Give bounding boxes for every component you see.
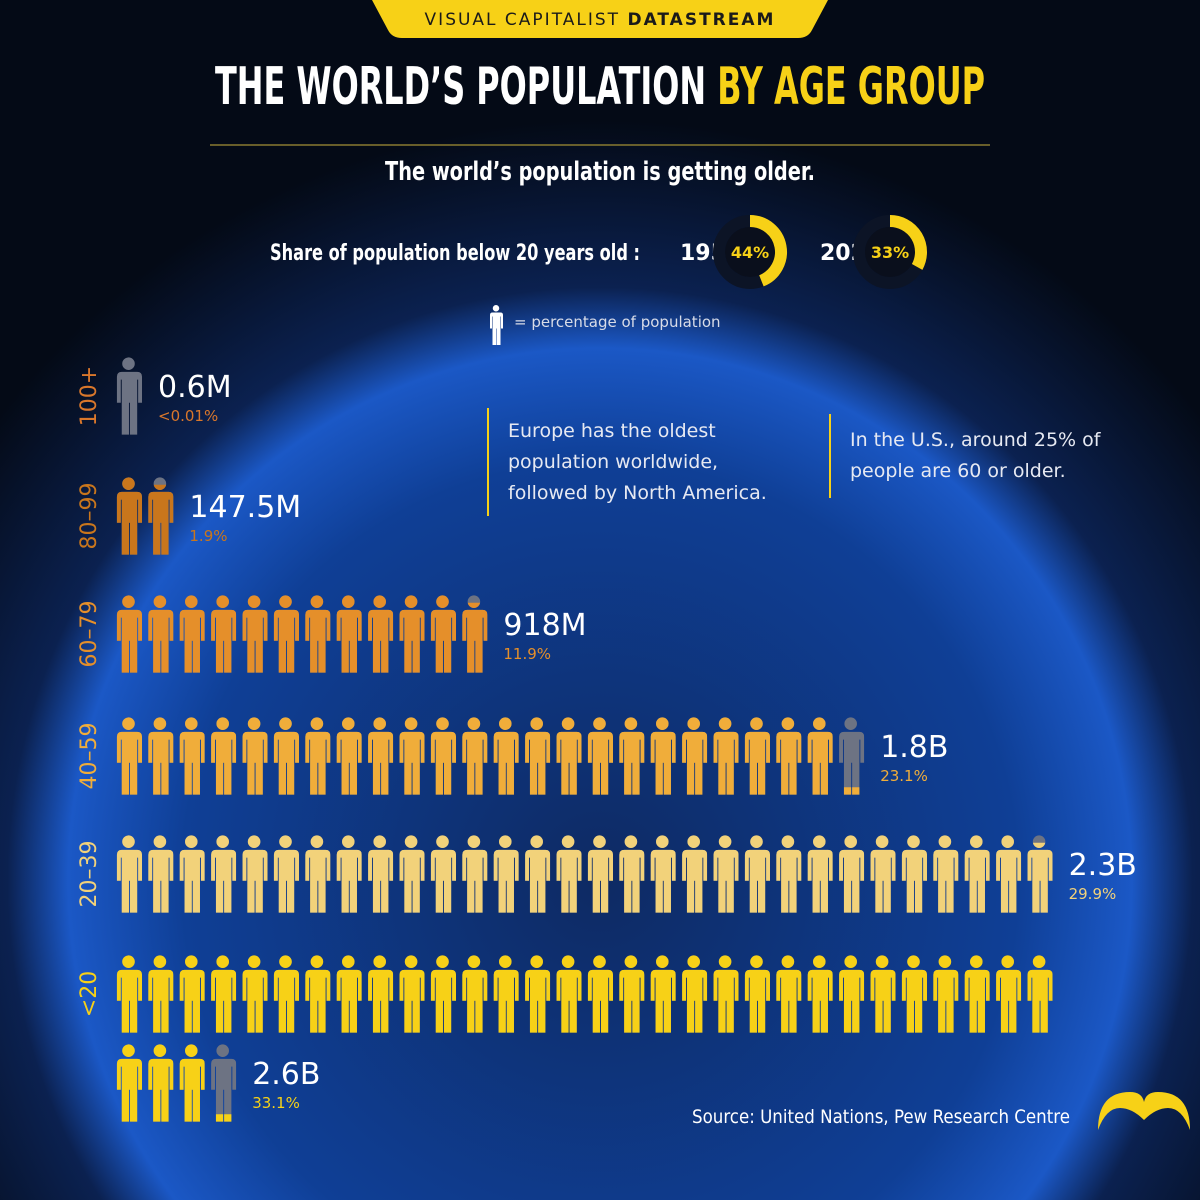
brand: VISUAL CAPITALIST DATASTREAM [425, 10, 776, 30]
subtitle: The world’s population is getting older. [385, 157, 815, 187]
total-label: 0.6M [158, 370, 232, 405]
annotation: Europe has the oldest [508, 420, 716, 442]
donut-center [725, 227, 775, 277]
donut-arc [889, 215, 927, 270]
category-label: 80–99 [77, 483, 102, 550]
share-label: Share of population below 20 years old : [270, 241, 640, 266]
donut-label: 33% [871, 243, 909, 262]
annotation: followed by North America. [508, 482, 767, 504]
donut-arc [749, 215, 787, 287]
annotation: In the U.S., around 25% of [850, 429, 1102, 451]
category-label: 60–79 [77, 601, 102, 668]
percent-label: 29.9% [1069, 885, 1117, 903]
category-label: 20–39 [77, 841, 102, 908]
percent-label: 33.1% [252, 1094, 300, 1112]
title: THE WORLD’S POPULATION BY AGE GROUP [215, 57, 985, 117]
total-label: 1.8B [880, 730, 948, 765]
legend-text: = percentage of population [514, 313, 721, 331]
percent-label: 23.1% [880, 767, 928, 785]
annotation: population worldwide, [508, 451, 718, 473]
title-highlight: BY AGE GROUP [717, 57, 985, 117]
total-label: 2.3B [1069, 848, 1137, 883]
category-label: <20 [77, 971, 102, 1017]
brand-name: VISUAL CAPITALIST [425, 10, 621, 30]
percent-label: <0.01% [158, 407, 218, 425]
brand-tab [372, 0, 828, 38]
title-main: THE WORLD’S POPULATION [215, 57, 706, 117]
category-label: 40–59 [77, 723, 102, 790]
total-label: 918M [503, 608, 586, 643]
annotation: people are 60 or older. [850, 460, 1066, 482]
total-label: 2.6B [252, 1057, 320, 1092]
percent-label: 1.9% [189, 527, 227, 545]
logo [1098, 1092, 1190, 1130]
source: Source: United Nations, Pew Research Cen… [692, 1106, 1070, 1128]
category-label: 100+ [77, 366, 102, 426]
percent-label: 11.9% [503, 645, 551, 663]
total-label: 147.5M [189, 490, 301, 525]
brand-bold: DATASTREAM [627, 10, 775, 30]
donut-label: 44% [731, 243, 769, 262]
donut-center [865, 227, 915, 277]
